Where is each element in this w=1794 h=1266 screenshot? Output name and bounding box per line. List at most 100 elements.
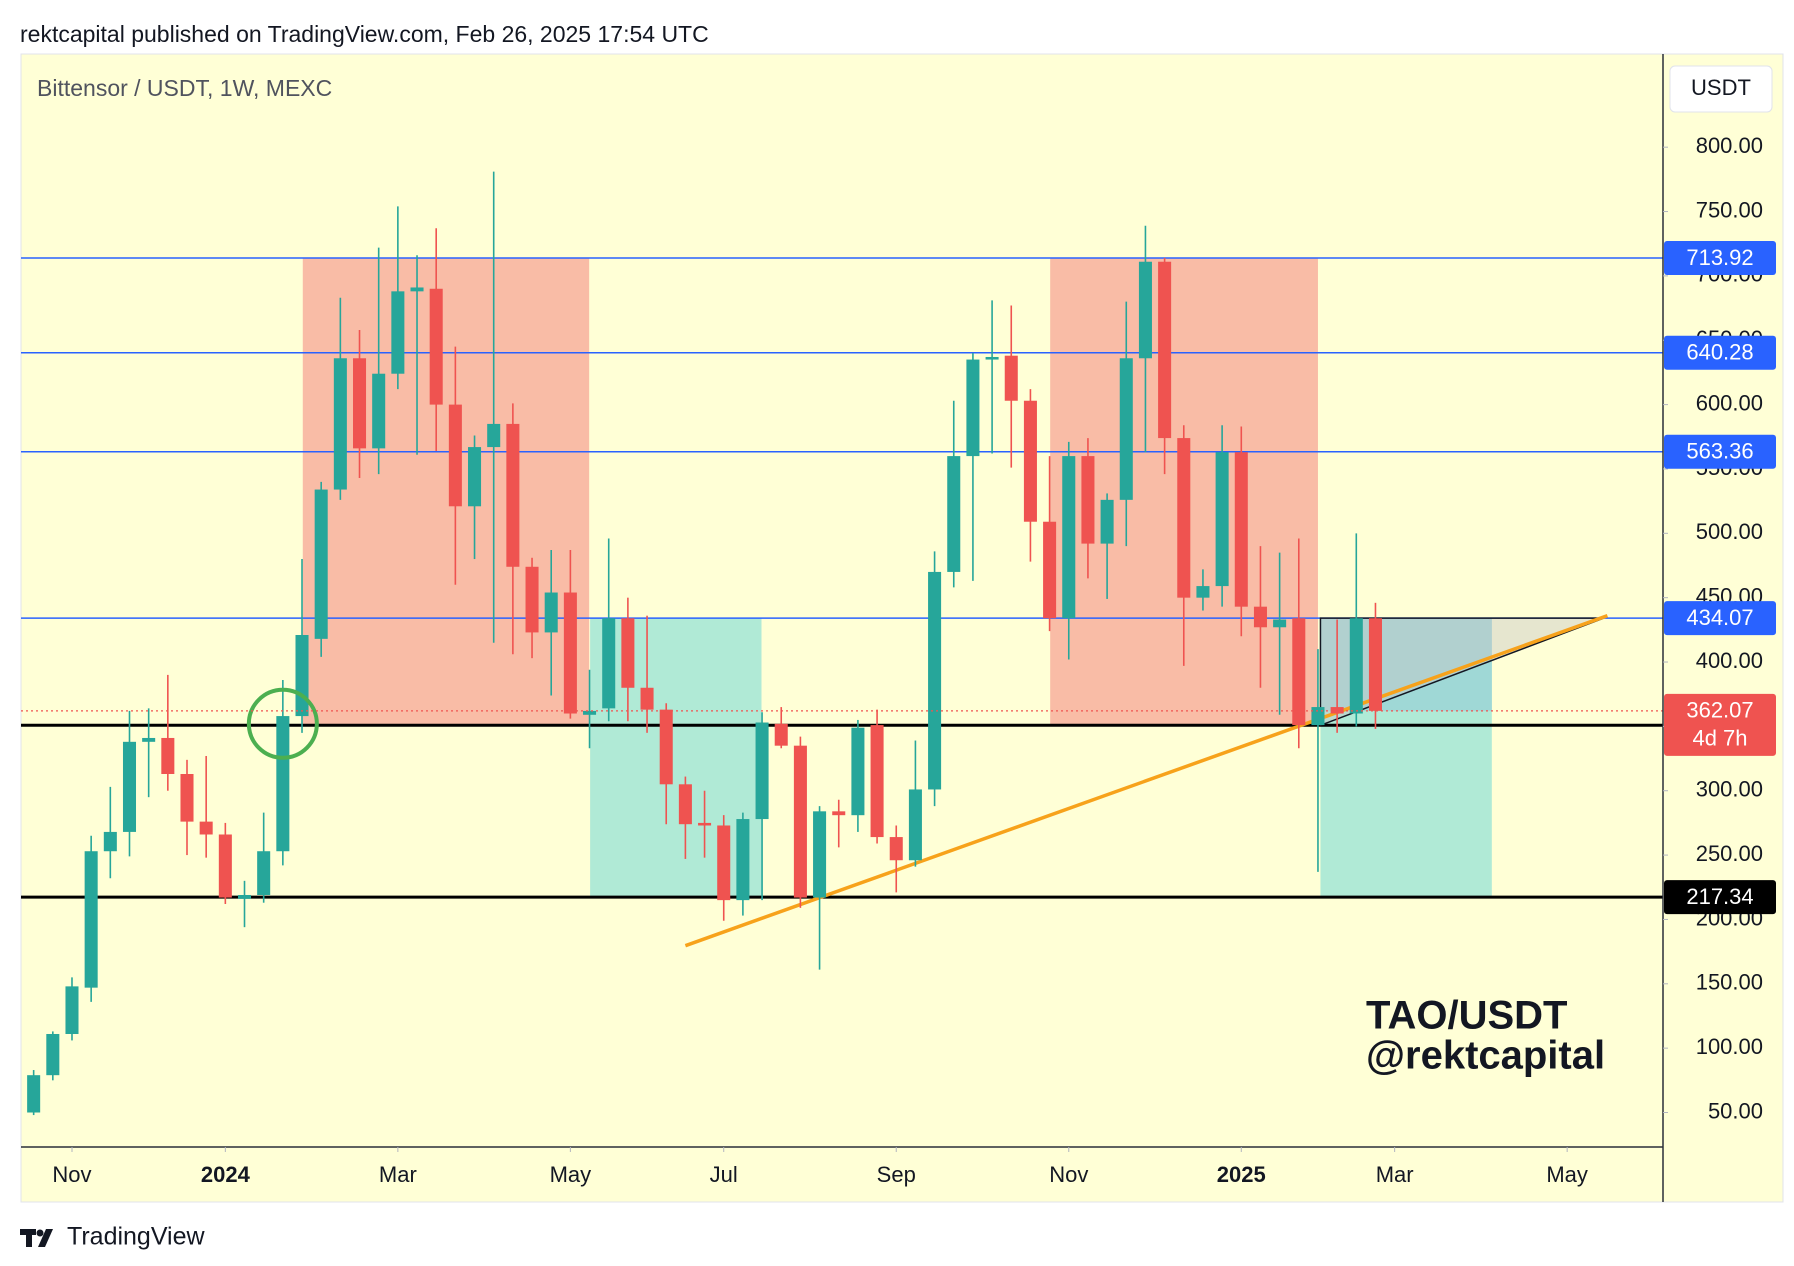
trendline [684,614,1609,948]
candle-body [793,745,807,898]
candle-body [1215,452,1229,587]
candle-body [65,986,79,1034]
candle-body [506,423,520,567]
candle-body [142,737,156,742]
candle-body [46,1033,60,1076]
candle-body [717,825,731,901]
chart-title: Bittensor / USDT, 1W, MEXC [37,75,332,101]
candle-body [1177,438,1191,598]
candle-body [468,447,482,507]
candle-body [161,737,175,775]
x-tick-label: Nov [52,1162,91,1187]
candle-body [1138,261,1152,359]
axes: 50.00100.00150.00200.00250.00300.00350.0… [52,133,1776,1187]
candle-body [1196,586,1210,598]
level-price-label: 563.36 [1686,439,1753,464]
candle-body [1100,499,1114,544]
candle-body [1234,452,1248,607]
y-tick-label: 600.00 [1696,390,1763,415]
candle-body [774,723,788,746]
x-tick-label: May [550,1162,592,1187]
level-price-box [1664,240,1776,275]
candle-body [678,784,692,825]
candle-body [1368,618,1382,711]
candle-body [199,821,213,835]
candle-body [870,725,884,838]
x-tick-label: May [1546,1162,1588,1187]
candle-body [1119,358,1133,500]
candle-body [314,489,328,639]
candle-body [985,356,999,360]
y-tick-label: 50.00 [1708,1098,1763,1123]
candle-body [908,789,922,861]
candle-body [621,618,635,688]
candle-body [813,811,827,898]
level-price-label: 713.92 [1686,245,1753,270]
candle-body [448,404,462,507]
brand: TradingView [67,1223,206,1251]
candle-body [276,716,290,852]
y-tick-label: 100.00 [1696,1034,1763,1059]
level-price-box [1664,601,1776,636]
countdown-label: 4d 7h [1692,726,1747,751]
candle-body [736,819,750,901]
last-price-box [1664,693,1776,756]
candle-body [563,592,577,714]
currency-label[interactable]: USDT [1691,75,1751,100]
y-tick-label: 250.00 [1696,841,1763,866]
publisher-line: rektcapital published on TradingView.com… [20,21,709,47]
candle-body [1004,355,1018,401]
candle-body [698,822,712,826]
candle-body [1081,456,1095,544]
y-tick-label: 300.00 [1696,777,1763,802]
candle-body [947,456,961,572]
level-price-label: 434.07 [1686,605,1753,630]
candle-body [333,358,347,490]
x-tick-label: Mar [379,1162,417,1187]
candle-body [1311,707,1325,726]
candle-body [295,634,309,717]
candle-body [218,834,232,898]
candle-body [391,291,405,374]
candle-body [602,618,616,709]
watermark: @rektcapital [1366,1034,1605,1078]
candle-body [410,287,424,292]
triangle-drawing [1319,617,1604,727]
candle-body [1273,619,1287,628]
zone [302,257,590,726]
candle-body [103,831,117,852]
candle-body [84,851,98,988]
x-tick-label: Nov [1049,1162,1088,1187]
candle-body [1023,400,1037,522]
candle-body [429,288,443,405]
candle-body [659,709,673,785]
currency-button[interactable] [1669,65,1773,113]
y-tick-label: 150.00 [1696,970,1763,995]
level-price-label: 217.34 [1686,884,1753,909]
level-price-box [1664,880,1776,915]
candle-body [353,358,367,449]
candle-body [257,851,271,895]
candle-body [237,894,252,899]
x-tick-label: 2025 [1217,1162,1266,1187]
candle-body [966,359,980,457]
candle-body [1062,456,1076,619]
zone [590,618,762,898]
candle-body [1043,521,1057,619]
x-tick-label: Mar [1376,1162,1414,1187]
y-tick-label: 800.00 [1696,133,1763,158]
last-price-label: 362.07 [1686,698,1753,723]
candle-body [487,423,501,448]
candle-body [640,687,654,710]
y-tick-label: 500.00 [1696,519,1763,544]
zone [1320,618,1492,711]
watermark: TAO/USDT [1366,994,1567,1038]
candle-body [1349,618,1363,714]
candle-body [583,710,597,715]
candle-body [928,571,942,790]
x-tick-label: Jul [710,1162,738,1187]
x-tick-label: 2024 [201,1162,251,1187]
candle-body [889,837,903,861]
